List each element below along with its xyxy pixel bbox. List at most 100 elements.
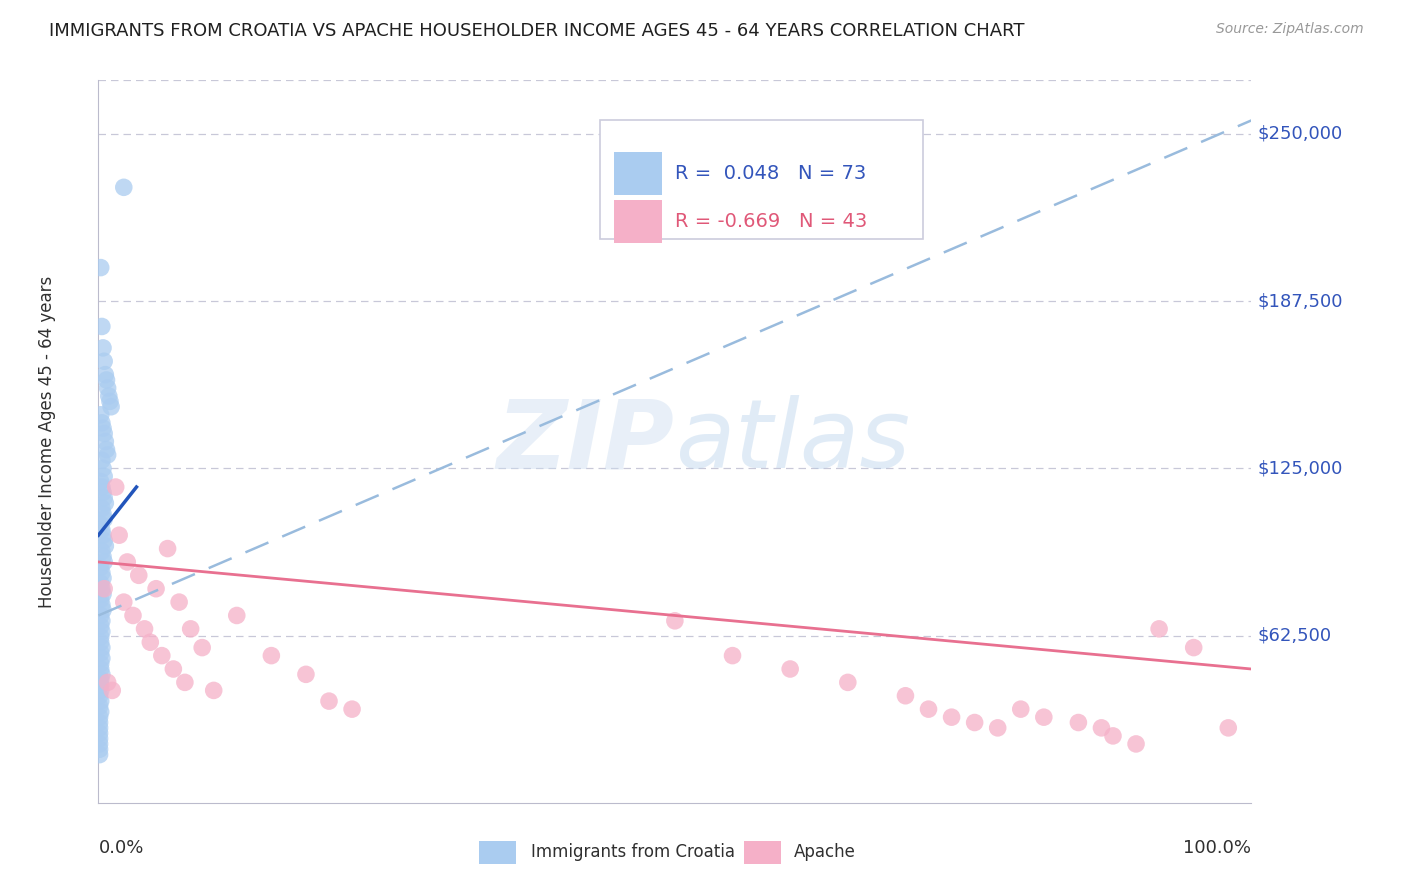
Point — [96, 442, 118, 457]
Point — [90, 608, 112, 623]
Point — [94, 368, 117, 382]
Point — [837, 675, 859, 690]
Point — [225, 608, 247, 623]
Point — [93, 491, 115, 505]
Point — [90, 673, 112, 687]
Point — [93, 555, 115, 569]
Point — [202, 683, 225, 698]
Point — [167, 595, 190, 609]
Point — [90, 582, 112, 596]
FancyBboxPatch shape — [479, 841, 516, 864]
Point — [90, 408, 112, 422]
Point — [150, 648, 173, 663]
Point — [90, 651, 112, 665]
Point — [90, 662, 112, 676]
Point — [98, 394, 121, 409]
Point — [90, 683, 112, 698]
Point — [94, 434, 117, 449]
Point — [90, 560, 112, 574]
Point — [91, 485, 114, 500]
Point — [1067, 715, 1090, 730]
FancyBboxPatch shape — [744, 841, 780, 864]
Point — [89, 715, 111, 730]
Point — [90, 475, 112, 489]
Point — [101, 683, 124, 698]
Point — [90, 630, 112, 644]
Point — [779, 662, 801, 676]
Point — [90, 667, 112, 681]
Point — [89, 731, 111, 746]
Point — [90, 640, 112, 655]
Text: 100.0%: 100.0% — [1184, 838, 1251, 857]
Point — [90, 705, 112, 719]
Point — [91, 603, 114, 617]
Point — [91, 549, 114, 564]
Point — [145, 582, 167, 596]
Text: $62,500: $62,500 — [1257, 626, 1331, 645]
Point — [941, 710, 963, 724]
Text: atlas: atlas — [675, 395, 910, 488]
Point — [90, 260, 112, 275]
Point — [89, 689, 111, 703]
Point — [1010, 702, 1032, 716]
Text: $250,000: $250,000 — [1257, 125, 1343, 143]
Point — [90, 501, 112, 516]
Point — [90, 598, 112, 612]
Point — [90, 319, 112, 334]
Point — [1147, 622, 1170, 636]
Point — [260, 648, 283, 663]
Point — [89, 742, 111, 756]
Point — [917, 702, 939, 716]
Point — [295, 667, 318, 681]
Point — [89, 710, 111, 724]
Point — [97, 381, 120, 395]
Point — [93, 533, 115, 548]
Point — [90, 614, 112, 628]
Point — [90, 592, 112, 607]
Point — [97, 389, 120, 403]
Point — [90, 480, 112, 494]
Point — [721, 648, 744, 663]
Point — [104, 480, 127, 494]
Point — [93, 426, 115, 441]
Point — [90, 416, 112, 430]
Point — [91, 341, 114, 355]
Point — [93, 469, 115, 483]
Point — [90, 453, 112, 467]
Text: R = -0.669   N = 43: R = -0.669 N = 43 — [675, 212, 868, 231]
Point — [156, 541, 179, 556]
Point — [94, 496, 117, 510]
Point — [174, 675, 197, 690]
Point — [318, 694, 340, 708]
Point — [90, 517, 112, 532]
Point — [128, 568, 150, 582]
Point — [664, 614, 686, 628]
Point — [90, 624, 112, 639]
Point — [89, 737, 111, 751]
Point — [93, 582, 115, 596]
Text: R =  0.048   N = 73: R = 0.048 N = 73 — [675, 164, 866, 183]
Point — [91, 421, 114, 435]
Point — [91, 507, 114, 521]
Point — [93, 354, 115, 368]
Point — [89, 721, 111, 735]
Point — [122, 608, 145, 623]
Point — [90, 576, 112, 591]
Point — [91, 528, 114, 542]
Point — [91, 571, 114, 585]
FancyBboxPatch shape — [614, 200, 662, 243]
FancyBboxPatch shape — [600, 120, 922, 239]
Point — [97, 675, 120, 690]
Point — [1218, 721, 1240, 735]
Point — [89, 699, 111, 714]
Text: $187,500: $187,500 — [1257, 292, 1343, 310]
Point — [90, 678, 112, 692]
Text: $125,000: $125,000 — [1257, 459, 1343, 477]
Point — [108, 528, 131, 542]
Point — [93, 512, 115, 526]
Text: Householder Income Ages 45 - 64 years: Householder Income Ages 45 - 64 years — [38, 276, 56, 607]
Point — [90, 646, 112, 660]
Point — [987, 721, 1010, 735]
Text: Source: ZipAtlas.com: Source: ZipAtlas.com — [1216, 22, 1364, 37]
Point — [1102, 729, 1125, 743]
